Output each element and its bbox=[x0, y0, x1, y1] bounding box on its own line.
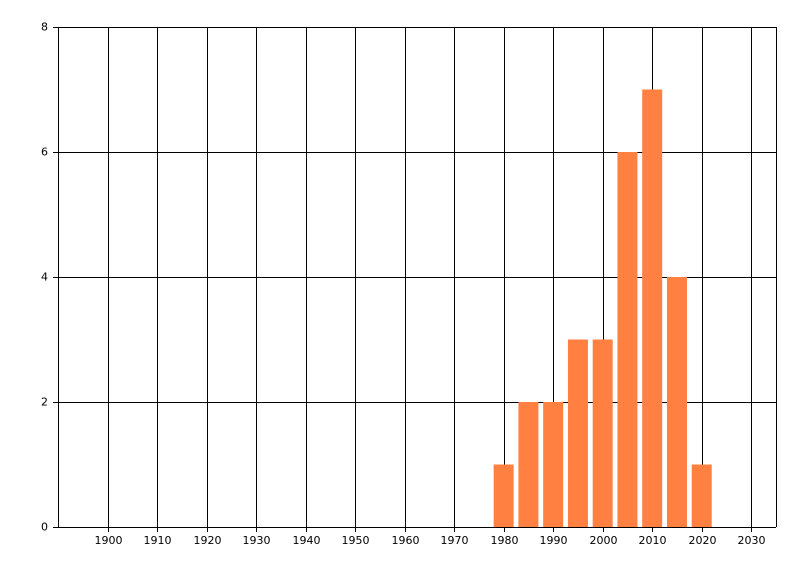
x-tick-label: 1930 bbox=[243, 534, 271, 547]
bar bbox=[642, 89, 663, 527]
x-tick-label: 1900 bbox=[95, 534, 123, 547]
bar bbox=[543, 402, 564, 527]
bar bbox=[592, 339, 613, 527]
x-tick-label: 1940 bbox=[293, 534, 321, 547]
x-tick-label: 1960 bbox=[392, 534, 420, 547]
x-tick-label: 1990 bbox=[540, 534, 568, 547]
bar bbox=[493, 464, 514, 527]
x-tick-label: 1970 bbox=[441, 534, 469, 547]
y-tick-label: 6 bbox=[41, 146, 48, 159]
x-tick-label: 1910 bbox=[144, 534, 172, 547]
x-tick-label: 1950 bbox=[342, 534, 370, 547]
y-tick-label: 2 bbox=[41, 396, 48, 409]
x-tick-label: 1980 bbox=[491, 534, 519, 547]
y-tick-label: 0 bbox=[41, 521, 48, 534]
x-tick-label: 2000 bbox=[590, 534, 618, 547]
bar bbox=[617, 152, 638, 527]
bar bbox=[518, 402, 539, 527]
bar bbox=[567, 339, 588, 527]
bar bbox=[691, 464, 712, 527]
x-tick-label: 1920 bbox=[194, 534, 222, 547]
x-tick-label: 2010 bbox=[639, 534, 667, 547]
y-tick-label: 8 bbox=[41, 21, 48, 34]
bar bbox=[666, 277, 687, 527]
x-tick-label: 2020 bbox=[689, 534, 717, 547]
y-tick-label: 4 bbox=[41, 271, 48, 284]
x-tick-label: 2030 bbox=[738, 534, 766, 547]
